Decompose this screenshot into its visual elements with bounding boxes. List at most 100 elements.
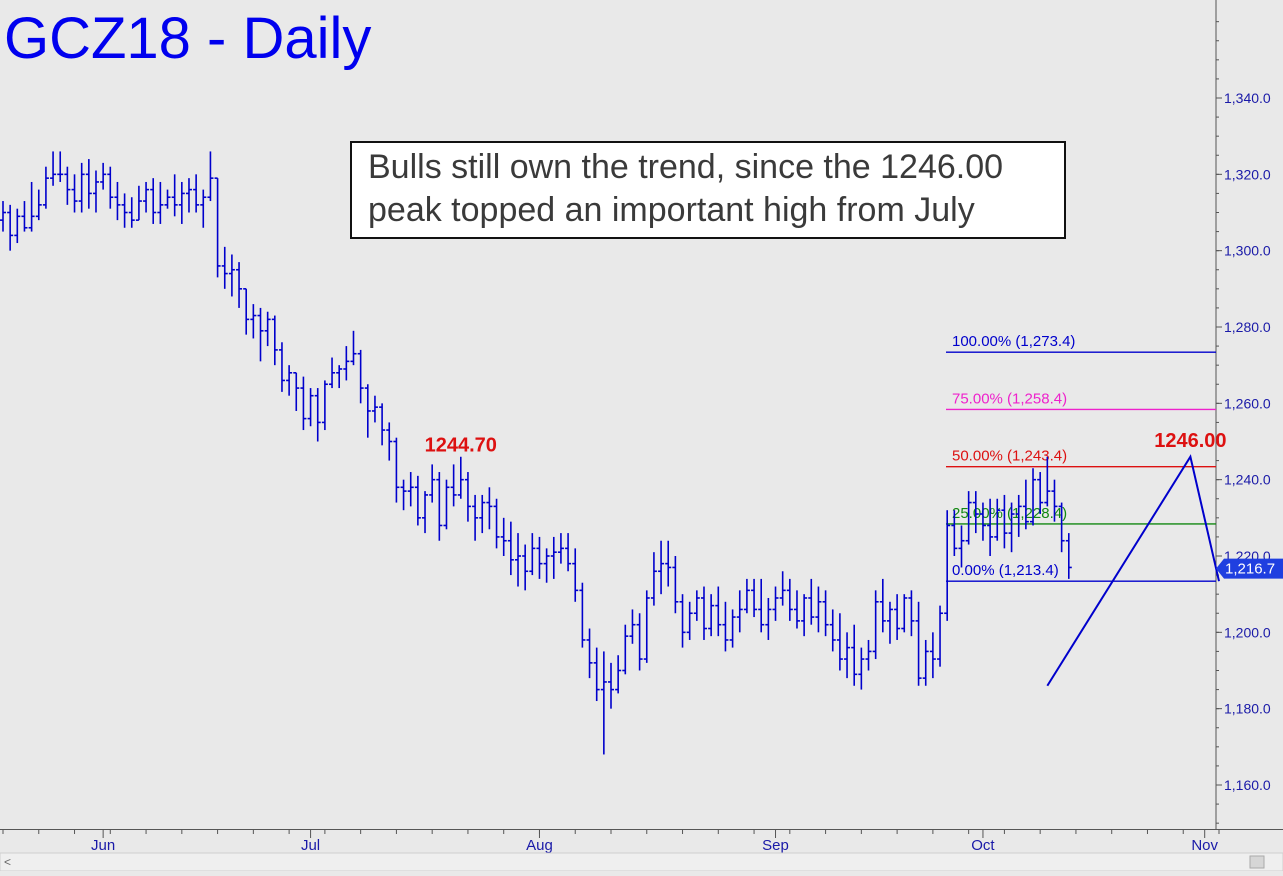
- ohlc-bar: [1015, 494, 1022, 537]
- ohlc-bar: [715, 586, 722, 637]
- ohlc-bar: [1037, 472, 1044, 515]
- ohlc-bar: [958, 525, 965, 568]
- y-tick-label: 1,320.0: [1224, 166, 1271, 182]
- ohlc-bar: [178, 181, 185, 224]
- y-tick-label: 1,260.0: [1224, 395, 1271, 411]
- ohlc-bar: [314, 388, 321, 442]
- ohlc-bar: [808, 578, 815, 625]
- x-tick-label: Nov: [1191, 837, 1218, 854]
- ohlc-bar: [693, 590, 700, 621]
- ohlc-bar: [107, 166, 114, 209]
- ohlc-bar: [772, 586, 779, 621]
- ohlc-bar: [42, 166, 49, 209]
- ohlc-bar: [57, 151, 64, 182]
- ohlc-bar: [751, 578, 758, 618]
- ohlc-bar: [450, 464, 457, 507]
- ohlc-bar: [729, 609, 736, 648]
- last-price-label: 1,216.7: [1225, 561, 1275, 578]
- ohlc-bar: [1030, 468, 1037, 526]
- ohlc-bar: [979, 502, 986, 541]
- ohlc-bar: [364, 384, 371, 438]
- ohlc-bar: [550, 536, 557, 579]
- ohlc-bar: [965, 491, 972, 545]
- x-tick-label: Jul: [301, 837, 320, 854]
- peak-labels: 1244.70 1246.00: [425, 430, 1227, 457]
- ohlc-bar: [400, 479, 407, 511]
- ohlc-bar: [171, 174, 178, 217]
- ohlc-bar: [793, 590, 800, 629]
- ohlc-bar: [393, 437, 400, 503]
- ohlc-bar: [743, 578, 750, 614]
- ohlc-bar: [557, 533, 564, 564]
- ohlc-bar: [815, 586, 822, 633]
- ohlc-bar: [572, 548, 579, 602]
- ohlc-bar: [214, 177, 221, 278]
- scroll-left-icon[interactable]: <: [4, 855, 11, 869]
- ohlc-bar: [522, 544, 529, 591]
- ohlc-bar: [643, 590, 650, 663]
- ohlc-bar: [829, 609, 836, 652]
- ohlc-bar: [193, 174, 200, 213]
- ohlc-bar: [221, 246, 228, 289]
- annotation-line-2: peak topped an important high from July: [368, 191, 975, 229]
- ohlc-bar: [1008, 502, 1015, 553]
- ohlc-bar: [672, 556, 679, 614]
- ohlc-bar: [786, 578, 793, 621]
- ohlc-bar: [600, 651, 607, 755]
- ohlc-bar: [493, 498, 500, 549]
- ohlc-bar: [307, 388, 314, 427]
- ohlc-bar: [987, 498, 994, 556]
- ohlc-bar: [343, 346, 350, 381]
- x-tick-label: Oct: [971, 837, 995, 854]
- ohlc-bar: [901, 594, 908, 633]
- ohlc-bar: [164, 189, 171, 209]
- ohlc-bar: [679, 594, 686, 648]
- ohlc-bar: [929, 632, 936, 679]
- ohlc-bar: [922, 639, 929, 686]
- ohlc-bar: [78, 162, 85, 213]
- ohlc-bar: [1044, 456, 1051, 507]
- ohlc-bar: [708, 594, 715, 637]
- abc-pattern-line: [1046, 454, 1220, 687]
- chart-title: GCZ18 - Daily: [4, 6, 371, 71]
- ohlc-bar: [822, 590, 829, 637]
- ohlc-bar: [915, 601, 922, 686]
- fib-level-label: 25.00% (1,228.4): [952, 505, 1067, 522]
- ohlc-bar: [650, 552, 657, 606]
- ohlc-bar: [414, 475, 421, 526]
- ohlc-bar: [243, 288, 250, 335]
- ohlc-bar: [851, 624, 858, 686]
- ohlc-bar: [844, 632, 851, 679]
- ohlc-bar: [622, 624, 629, 675]
- ohlc-bar: [722, 601, 729, 652]
- ohlc-bar: [1051, 479, 1058, 522]
- ohlc-bar: [371, 395, 378, 423]
- ohlc-bar: [228, 254, 235, 297]
- ohlc-bar: [278, 342, 285, 392]
- scroll-thumb[interactable]: [1249, 855, 1265, 869]
- peak-label: 1246.00: [1154, 430, 1226, 452]
- ohlc-bar: [250, 304, 257, 339]
- ohlc-bar: [114, 181, 121, 221]
- horizontal-scrollbar[interactable]: <: [0, 852, 1283, 872]
- ohlc-bar: [300, 376, 307, 431]
- ohlc-bar: [422, 491, 429, 534]
- ohlc-bar: [565, 533, 572, 572]
- ohlc-bar: [836, 613, 843, 671]
- ohlc-bar: [608, 662, 614, 709]
- ohlc-bar: [457, 456, 464, 499]
- ohlc-bar: [765, 597, 772, 640]
- ohlc-bar: [801, 594, 808, 637]
- last-price-marker: [1216, 558, 1283, 579]
- fib-level-label: 50.00% (1,243.4): [952, 448, 1067, 465]
- ohlc-bar: [636, 613, 643, 671]
- ohlc-bar: [100, 162, 107, 190]
- ohlc-bar: [185, 178, 192, 213]
- y-tick-label: 1,160.0: [1224, 777, 1271, 793]
- ohlc-bar: [464, 472, 471, 522]
- ohlc-bar: [536, 536, 543, 579]
- ohlc-bar: [894, 594, 901, 640]
- ohlc-bar: [872, 590, 879, 660]
- ohlc-bar: [121, 193, 128, 228]
- last-price-badge: 1,216.7: [1216, 558, 1283, 579]
